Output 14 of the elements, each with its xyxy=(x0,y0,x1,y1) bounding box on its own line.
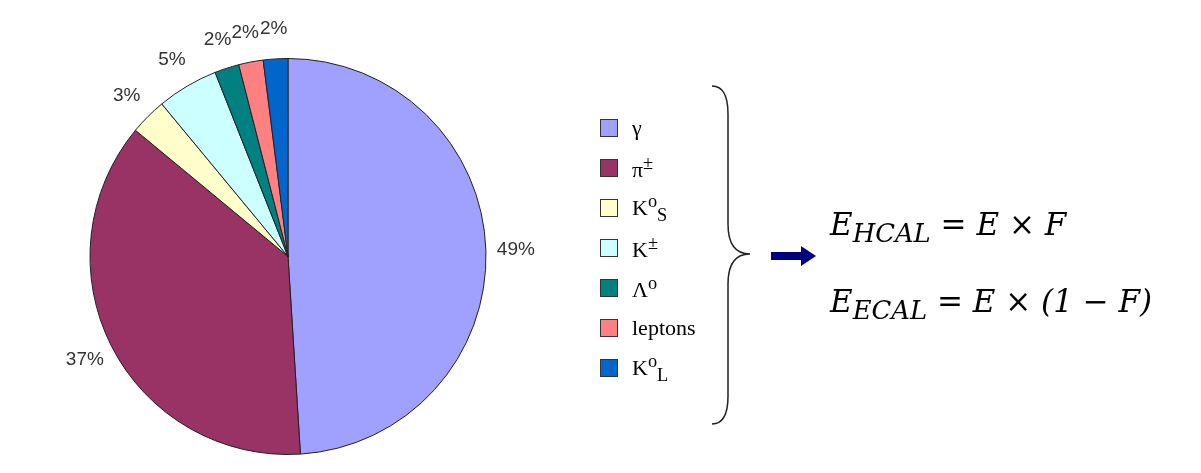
data-label: 37% xyxy=(65,348,104,370)
data-label: 49% xyxy=(496,237,536,259)
text: E$_{ECAL}$ = E × (1 − F) xyxy=(830,282,1153,328)
legend-label: π$^{±}$ xyxy=(632,152,654,184)
legend-label: γ xyxy=(632,115,642,141)
text: E$_{HCAL}$ = E × F xyxy=(830,205,1068,251)
data-label: 3% xyxy=(113,83,141,105)
data-label: 5% xyxy=(158,48,186,70)
data-label: 2% xyxy=(231,20,260,42)
legend-label: Λ$^{o}$ xyxy=(632,272,658,304)
data-label: 2% xyxy=(203,27,232,49)
data-label: 2% xyxy=(259,17,288,39)
legend-label: K$^{±}$ xyxy=(632,232,658,264)
legend-label: leptons xyxy=(632,315,696,341)
